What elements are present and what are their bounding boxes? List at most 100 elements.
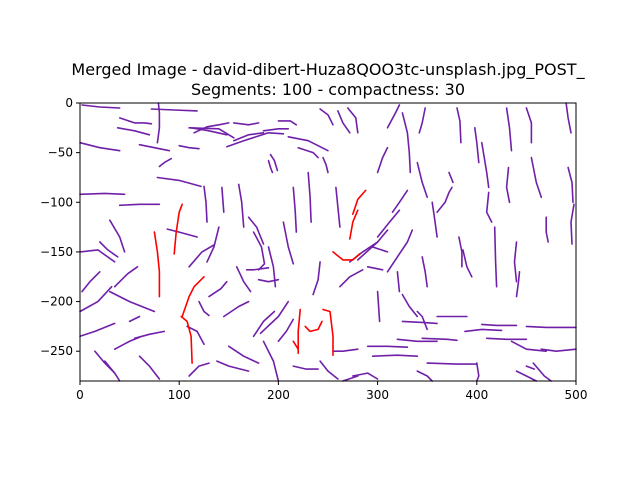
segment-line-126 <box>351 372 379 380</box>
segment-line-67 <box>277 318 295 343</box>
segment-line-46 <box>81 270 101 293</box>
segment-line-70 <box>312 261 321 296</box>
x-tick-label: 500 <box>565 388 588 402</box>
segment-line-27 <box>156 176 202 188</box>
highlight-segment-135 <box>153 231 161 298</box>
segment-line-88 <box>421 256 429 288</box>
segment-line-121 <box>421 337 458 342</box>
segment-line-20 <box>337 110 351 134</box>
segment-line-6 <box>158 157 173 168</box>
segment-line-31 <box>247 216 265 245</box>
highlight-segment-131 <box>332 251 361 261</box>
segment-line-58 <box>186 325 205 346</box>
y-tick-label: −100 <box>40 195 73 209</box>
segment-line-79 <box>376 146 389 174</box>
segment-line-86 <box>401 293 419 318</box>
segment-line-89 <box>431 201 438 238</box>
highlight-segment-141 <box>322 308 334 357</box>
x-tick-label: 0 <box>76 388 84 402</box>
segment-line-96 <box>480 141 490 189</box>
segment-line-29 <box>221 186 225 213</box>
segment-line-130 <box>342 375 359 382</box>
segment-line-113 <box>525 325 577 329</box>
segment-line-44 <box>99 241 119 258</box>
segment-line-112 <box>480 323 518 327</box>
segment-line-35 <box>292 186 298 233</box>
y-tick-label: −200 <box>40 295 73 309</box>
segment-line-73 <box>371 246 389 253</box>
segment-line-32 <box>252 231 266 271</box>
segment-line-95 <box>473 127 480 164</box>
segment-line-13 <box>188 127 235 139</box>
segment-line-128 <box>332 348 359 353</box>
segment-line-23 <box>297 146 319 159</box>
y-tick-label: 0 <box>65 96 73 110</box>
segment-line-114 <box>485 337 528 341</box>
y-tick-label: −250 <box>40 344 73 358</box>
segment-lines <box>79 102 577 382</box>
segment-line-65 <box>252 310 276 338</box>
segment-line-122 <box>366 345 409 349</box>
segment-line-94 <box>462 249 473 278</box>
segment-line-59 <box>198 300 210 317</box>
chart-title: Merged Image - david-dibert-Huza8QOO3tc-… <box>71 60 585 80</box>
x-tick-label: 200 <box>267 388 290 402</box>
segment-line-57 <box>188 362 210 377</box>
segment-line-42 <box>166 228 198 238</box>
segment-line-125 <box>475 362 480 382</box>
x-axis: 0 100 200 300 400 500 <box>76 381 587 402</box>
y-tick-label: −150 <box>40 245 73 259</box>
segment-line-38 <box>257 278 280 283</box>
segment-line-91 <box>448 171 454 184</box>
segment-line-50 <box>128 315 141 323</box>
segment-line-97 <box>485 191 493 223</box>
segment-line-64 <box>216 360 250 372</box>
segment-line-56 <box>104 360 121 382</box>
segment-line-108 <box>570 203 575 245</box>
segment-line-107 <box>567 166 574 204</box>
segment-line-116 <box>540 348 577 353</box>
segment-line-40 <box>206 226 220 263</box>
segment-line-28 <box>203 185 208 223</box>
highlight-segment-134 <box>173 203 183 255</box>
segment-line-54 <box>133 330 166 340</box>
highlight-segment-137 <box>180 315 193 364</box>
segment-line-18 <box>319 108 334 126</box>
segment-line-118 <box>532 362 553 382</box>
segment-line-93 <box>458 236 463 268</box>
segment-line-106 <box>565 102 572 134</box>
highlight-segment-132 <box>348 209 359 240</box>
segment-line-68 <box>262 340 280 382</box>
segment-line-123 <box>371 354 419 358</box>
segment-line-45 <box>79 249 116 263</box>
segment-line-66 <box>259 300 290 335</box>
segment-line-75 <box>356 229 389 261</box>
segment-line-120 <box>396 338 438 343</box>
segment-line-15 <box>233 132 265 142</box>
plot-frame <box>79 102 577 382</box>
segment-line-87 <box>416 310 429 331</box>
highlight-segment-133 <box>351 189 367 215</box>
segment-line-78 <box>391 189 409 213</box>
segment-line-3 <box>116 127 151 136</box>
highlight-segment-136 <box>181 275 205 318</box>
x-tick-label: 400 <box>465 388 488 402</box>
segment-line-25 <box>269 153 279 172</box>
segment-line-100 <box>505 166 511 204</box>
segment-line-104 <box>530 156 543 199</box>
segment-line-9 <box>138 143 171 152</box>
segment-line-19 <box>346 107 359 134</box>
segment-line-83 <box>418 107 427 134</box>
highlight-segment-140 <box>304 320 323 333</box>
segment-line-92 <box>456 107 462 144</box>
segment-line-119 <box>525 365 536 370</box>
segment-line-53 <box>113 336 141 351</box>
segment-line-4 <box>156 102 161 144</box>
segment-line-37 <box>335 186 341 228</box>
segment-line-124 <box>426 362 478 365</box>
segment-line-22 <box>287 136 329 152</box>
segment-line-39 <box>245 266 270 271</box>
y-axis: 0 −50 −100 −150 −200 −250 <box>40 96 80 358</box>
segment-line-82 <box>416 161 429 199</box>
segment-line-72 <box>366 265 384 271</box>
